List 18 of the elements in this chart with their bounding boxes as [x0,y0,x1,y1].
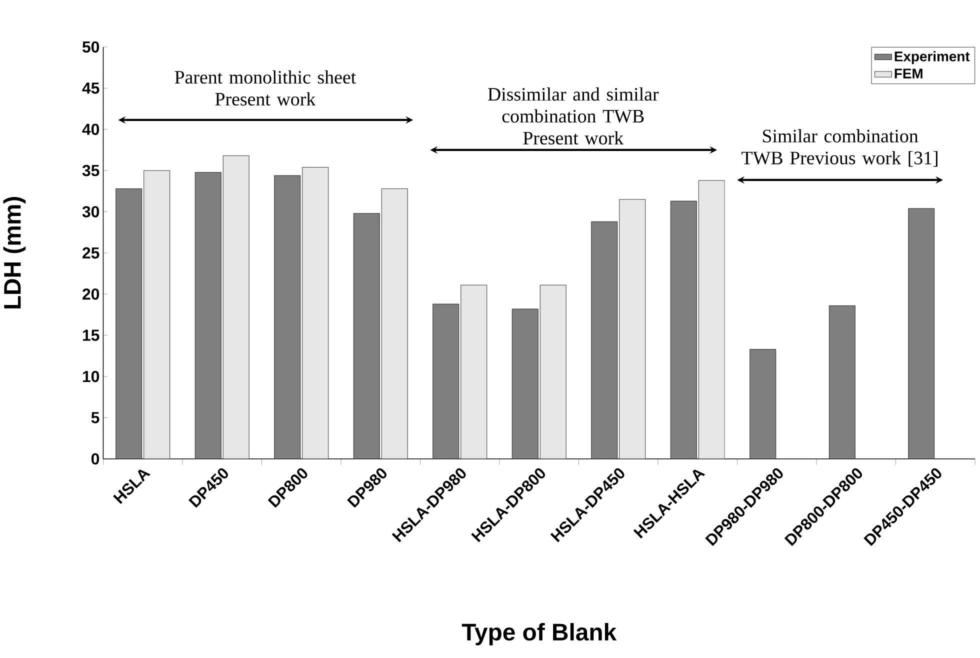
y-tick-label: 50 [82,41,100,53]
annotation: Similar combination TWB Previous work [31] [742,129,938,167]
y-tick-label: 20 [82,288,100,300]
y-tick-label: 0 [91,453,100,465]
annotation: Parent monolithic sheet Present work [174,70,356,106]
y-tick-label: 25 [82,247,100,259]
legend-label: Experiment [894,51,970,64]
y-tick-label: 35 [82,164,100,176]
y-tick-label: 40 [82,124,100,136]
y-tick-label: 30 [82,206,100,218]
x-axis-title: Type of Blank [462,623,617,646]
y-tick-label: 15 [82,330,100,341]
y-tick-label: 10 [82,370,100,382]
y-tick-label: 5 [91,412,100,424]
y-tick-label: 45 [82,82,100,94]
legend-label: FEM [894,68,922,78]
y-axis-title: LDH (mm) [3,197,26,309]
annotation: Dissimilar and similar combination TWB Present work [488,87,659,145]
